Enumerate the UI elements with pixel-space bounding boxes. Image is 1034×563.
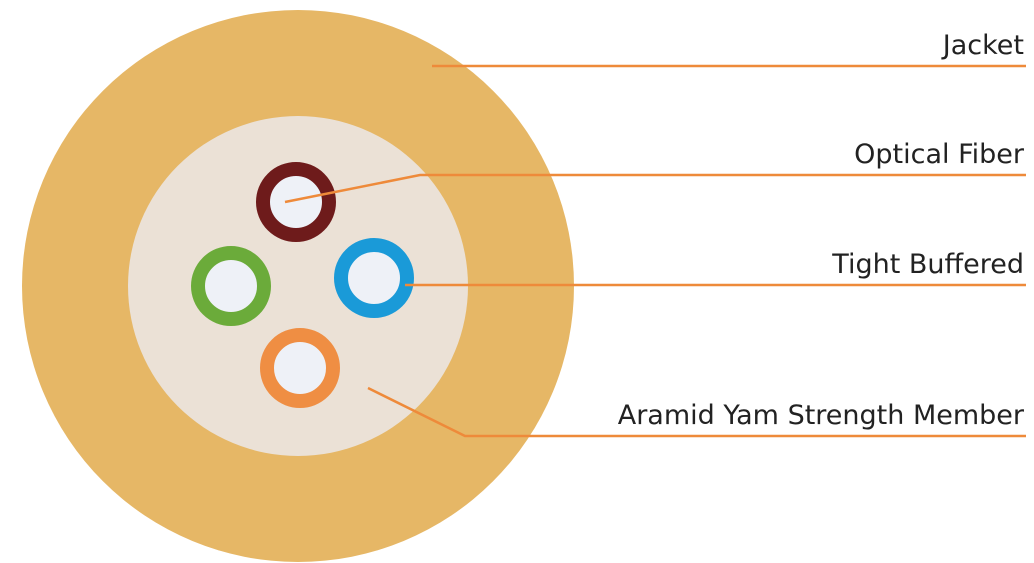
leader-line bbox=[284, 173, 1026, 204]
strength-member bbox=[128, 116, 468, 456]
label: Optical Fiber bbox=[854, 139, 1025, 170]
fiber-orange bbox=[260, 328, 340, 408]
fiber-blue bbox=[334, 238, 414, 318]
fiber-green bbox=[191, 246, 271, 326]
leader-line bbox=[367, 386, 1026, 438]
label: Tight Buffered bbox=[831, 249, 1024, 280]
label: Jacket bbox=[941, 30, 1024, 61]
fiber-brown bbox=[256, 162, 336, 242]
label: Aramid Yam Strength Member bbox=[618, 400, 1025, 431]
